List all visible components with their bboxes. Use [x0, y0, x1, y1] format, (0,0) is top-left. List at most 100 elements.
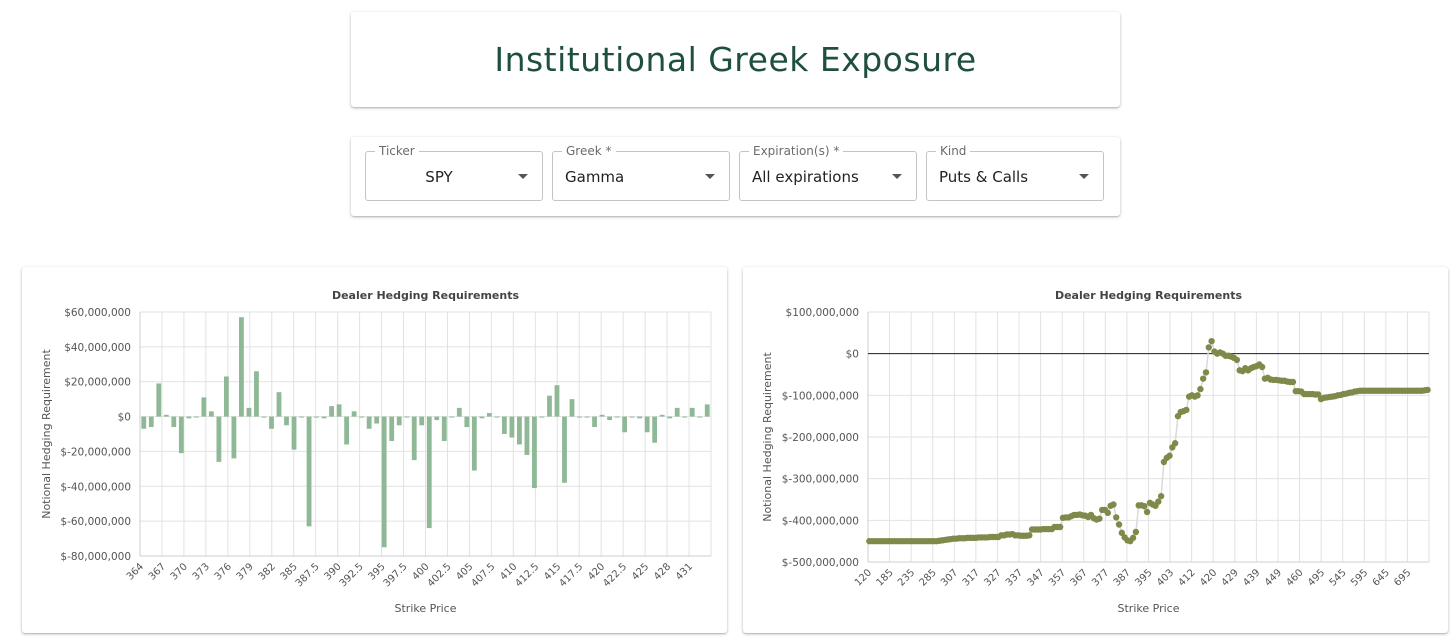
chart-title: Dealer Hedging Requirements	[1055, 289, 1243, 302]
x-tick-label: 412	[1176, 567, 1197, 588]
data-point	[1202, 369, 1210, 376]
data-point	[1129, 534, 1137, 542]
x-tick-label: 387	[1112, 567, 1133, 588]
data-point	[1141, 502, 1148, 510]
kind-select[interactable]: Kind Puts & Calls	[926, 144, 1104, 201]
bar	[201, 397, 207, 417]
bar	[404, 416, 410, 418]
bar-chart-card: Dealer Hedging Requirements $60,000,000 $4…	[22, 267, 727, 633]
x-tick-label: 327	[982, 567, 1003, 588]
x-tick-label: 395	[1133, 567, 1154, 588]
x-tick-label: 402.5	[426, 561, 454, 589]
bar	[291, 416, 297, 450]
bar	[449, 416, 455, 418]
bar	[374, 416, 380, 424]
bar	[246, 407, 252, 417]
bar	[366, 416, 372, 429]
bar	[629, 416, 635, 418]
chevron-down-icon[interactable]	[1079, 174, 1089, 179]
data-point	[1194, 392, 1201, 399]
bar	[704, 404, 710, 417]
bar	[517, 416, 522, 445]
bar	[524, 416, 530, 455]
greek-label: Greek *	[562, 144, 616, 158]
bar	[148, 416, 154, 428]
y-axis-label: Notional Hedging Requirement	[40, 349, 53, 519]
x-tick-label: 545	[1328, 567, 1349, 588]
data-point	[1155, 498, 1162, 505]
bar	[697, 416, 703, 418]
bar	[592, 416, 597, 428]
x-tick-label: 377	[1090, 567, 1111, 588]
y-tick-label: $-100,000,000	[782, 390, 859, 402]
chart-title: Dealer Hedging Requirements	[332, 289, 520, 302]
y-axis-label: Notional Hedging Requirement	[761, 352, 774, 522]
bar	[652, 416, 658, 443]
x-tick-label: 439	[1241, 567, 1262, 588]
controls-card: Ticker SPY Greek * Gamma Expiration(s) *…	[351, 137, 1120, 216]
x-tick-label: 120	[853, 567, 874, 588]
y-tick-label: $60,000,000	[64, 307, 131, 319]
bar	[269, 416, 274, 429]
bar	[456, 407, 462, 417]
x-tick-label: 422.5	[601, 561, 629, 589]
bar	[486, 413, 492, 417]
greek-select[interactable]: Greek * Gamma	[552, 144, 730, 201]
data-point	[1132, 528, 1140, 536]
expirations-select[interactable]: Expiration(s) * All expirations	[739, 144, 917, 201]
bar	[659, 414, 665, 417]
data-point	[1118, 529, 1126, 537]
x-tick-label: 337	[1004, 567, 1025, 588]
bar	[419, 416, 425, 426]
ticker-select[interactable]: Ticker SPY	[365, 144, 543, 201]
x-tick-label: 495	[1306, 567, 1327, 588]
bar	[178, 416, 184, 454]
bar	[539, 416, 545, 418]
x-tick-label: 417.5	[557, 561, 585, 589]
bar	[186, 416, 192, 419]
bar	[193, 416, 199, 418]
page-title: Institutional Greek Exposure	[494, 40, 977, 79]
x-tick-label: 425	[630, 561, 651, 582]
bar	[396, 416, 402, 426]
chevron-down-icon[interactable]	[892, 174, 902, 179]
bar	[381, 416, 387, 548]
x-tick-label: 379	[235, 561, 256, 582]
x-tick-label: 412.5	[513, 561, 541, 589]
bar	[689, 407, 695, 417]
x-tick-label: 387.5	[294, 561, 322, 589]
y-tick-label: $20,000,000	[64, 377, 131, 389]
y-tick-label: $-400,000,000	[782, 515, 859, 527]
bar	[471, 416, 477, 471]
bar	[359, 416, 365, 418]
bar	[141, 416, 147, 429]
bar	[577, 416, 582, 418]
bar	[644, 416, 650, 433]
kind-value: Puts & Calls	[939, 168, 1029, 186]
bar	[569, 399, 575, 417]
bar	[156, 383, 162, 417]
data-point	[1056, 523, 1064, 531]
y-tick-label: $-20,000,000	[60, 446, 131, 458]
x-tick-label: 373	[191, 561, 212, 582]
bar	[344, 416, 350, 445]
bar	[584, 416, 590, 418]
kind-label: Kind	[936, 144, 971, 158]
y-tick-label: $-40,000,000	[60, 481, 131, 493]
chevron-down-icon[interactable]	[705, 174, 715, 179]
bar	[426, 416, 432, 529]
ticker-label: Ticker	[375, 144, 419, 158]
chevron-down-icon[interactable]	[518, 174, 528, 179]
bar	[501, 416, 507, 434]
bar	[547, 395, 552, 417]
bar	[306, 416, 312, 527]
bar	[299, 416, 304, 418]
bar	[284, 416, 289, 426]
x-tick-label: 449	[1263, 567, 1284, 588]
bar	[254, 371, 259, 417]
x-tick-label: 595	[1349, 567, 1370, 588]
x-tick-label: 185	[874, 567, 895, 588]
scatter-chart-card: Dealer Hedging Requirements $100,000,000 $…	[743, 267, 1448, 633]
bar	[554, 385, 560, 417]
bar	[479, 416, 485, 419]
